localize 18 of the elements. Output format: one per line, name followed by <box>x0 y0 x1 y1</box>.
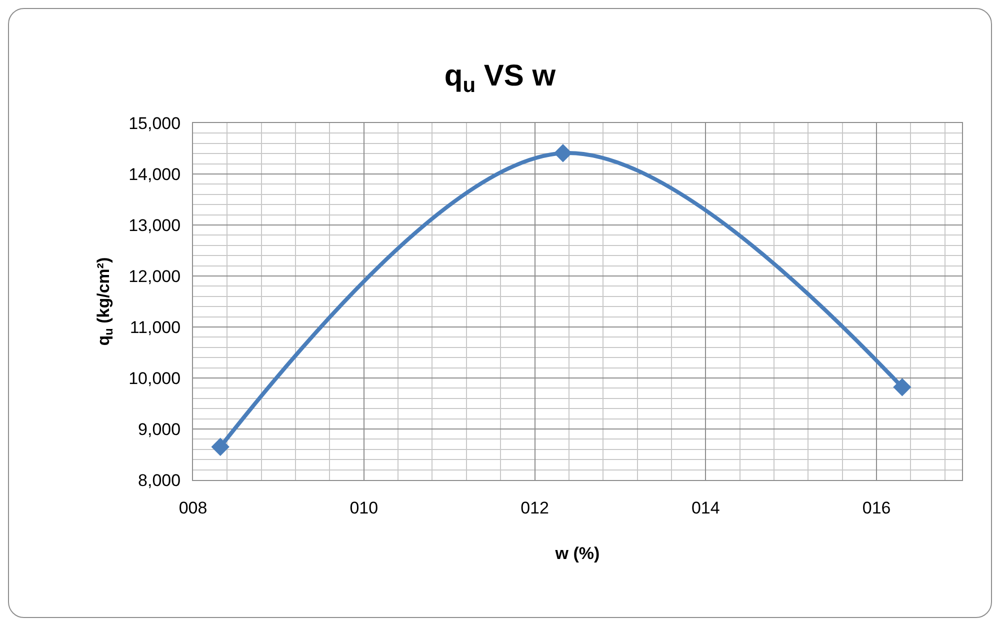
y-tick-label: 15,000 <box>128 114 181 133</box>
y-tick-label: 11,000 <box>130 318 181 337</box>
y-tick-label: 10,000 <box>128 368 181 388</box>
x-axis-title: w (%) <box>554 544 600 563</box>
x-tick-label: 016 <box>862 498 891 518</box>
x-tick-label: 008 <box>178 498 208 518</box>
y-tick-label: 9,000 <box>138 420 181 439</box>
x-tick-label: 010 <box>350 498 378 518</box>
x-tick-label: 014 <box>691 498 720 518</box>
x-tick-label: 012 <box>520 498 549 518</box>
chart-title: q$_{u}$ VS w <box>444 60 556 97</box>
point <box>211 438 230 456</box>
y-tick-label: 14,000 <box>128 164 181 184</box>
y-tick-label: 13,000 <box>128 216 181 235</box>
point <box>893 378 912 396</box>
y-tick-label: 12,000 <box>128 266 181 286</box>
point <box>554 144 572 162</box>
y-tick-label: 8,000 <box>138 470 181 490</box>
